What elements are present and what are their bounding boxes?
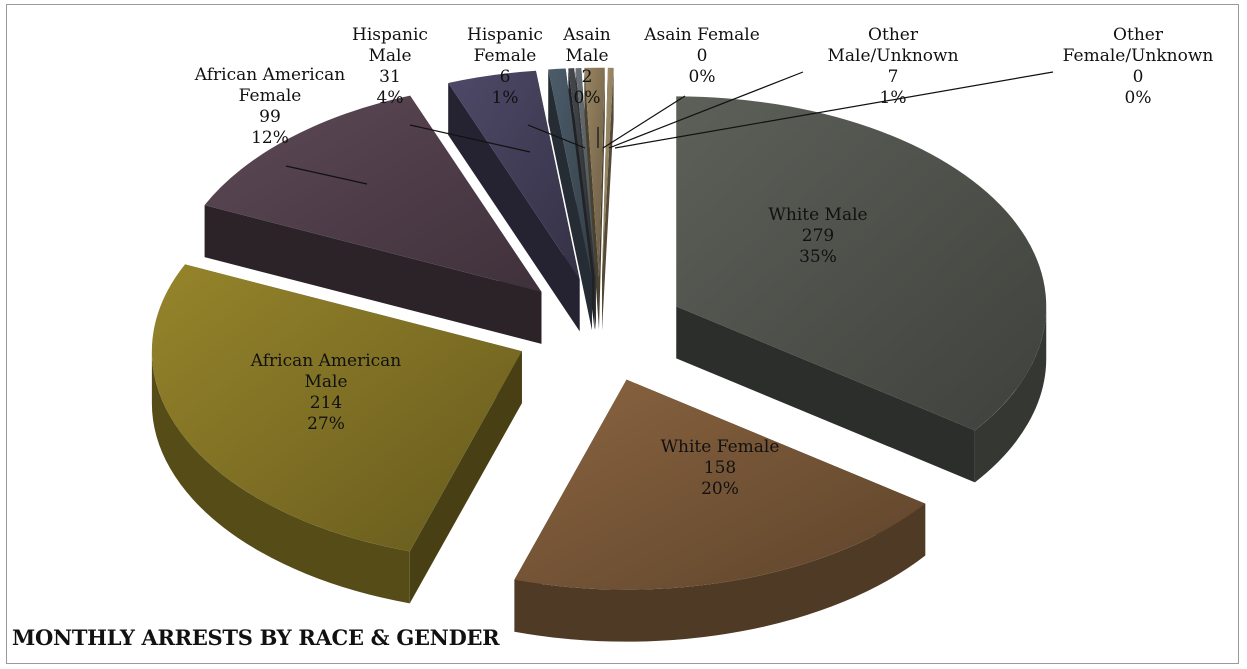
leader-line	[285, 165, 368, 185]
data-label-asain-female: Asain Female 0 0%	[643, 25, 760, 87]
leader-line	[527, 124, 586, 149]
pie-slice-african-american-female	[204, 95, 542, 344]
leader-line	[614, 71, 1054, 149]
pie-slice-white-female	[514, 379, 926, 642]
pie-slice-hispanic-female	[548, 68, 592, 330]
data-label-white-male: White Male 279 35%	[768, 205, 867, 267]
leader-line	[409, 124, 531, 153]
pie-slice-hispanic-male	[448, 70, 580, 332]
pie-slice-white-male	[676, 96, 1047, 483]
data-label-hispanic-female: Hispanic Female 6 1%	[467, 25, 543, 108]
data-label-other-female-unknown: Other Female/Unknown 0 0%	[1063, 25, 1214, 108]
data-label-hispanic-male: Hispanic Male 31 4%	[352, 25, 428, 108]
data-label-african-american-female: African American Female 99 12%	[194, 65, 346, 148]
data-label-other-male-unknown: Other Male/Unknown 7 1%	[827, 25, 958, 108]
leader-line	[602, 95, 686, 149]
data-label-african-american-male: African American Male 214 27%	[250, 351, 402, 434]
pie-slice-other-female-unknown	[602, 67, 614, 330]
pie-slice-other-male-unknown	[584, 67, 605, 330]
data-label-white-female: White Female 158 20%	[661, 437, 780, 499]
data-label-asain-male: Asain Male 2 0%	[562, 25, 611, 108]
chart-title: MONTHLY ARRESTS BY RACE & GENDER	[12, 625, 500, 650]
leader-line	[608, 71, 804, 149]
pie-slice-african-american-male	[151, 264, 522, 604]
chart-frame	[6, 4, 1239, 664]
